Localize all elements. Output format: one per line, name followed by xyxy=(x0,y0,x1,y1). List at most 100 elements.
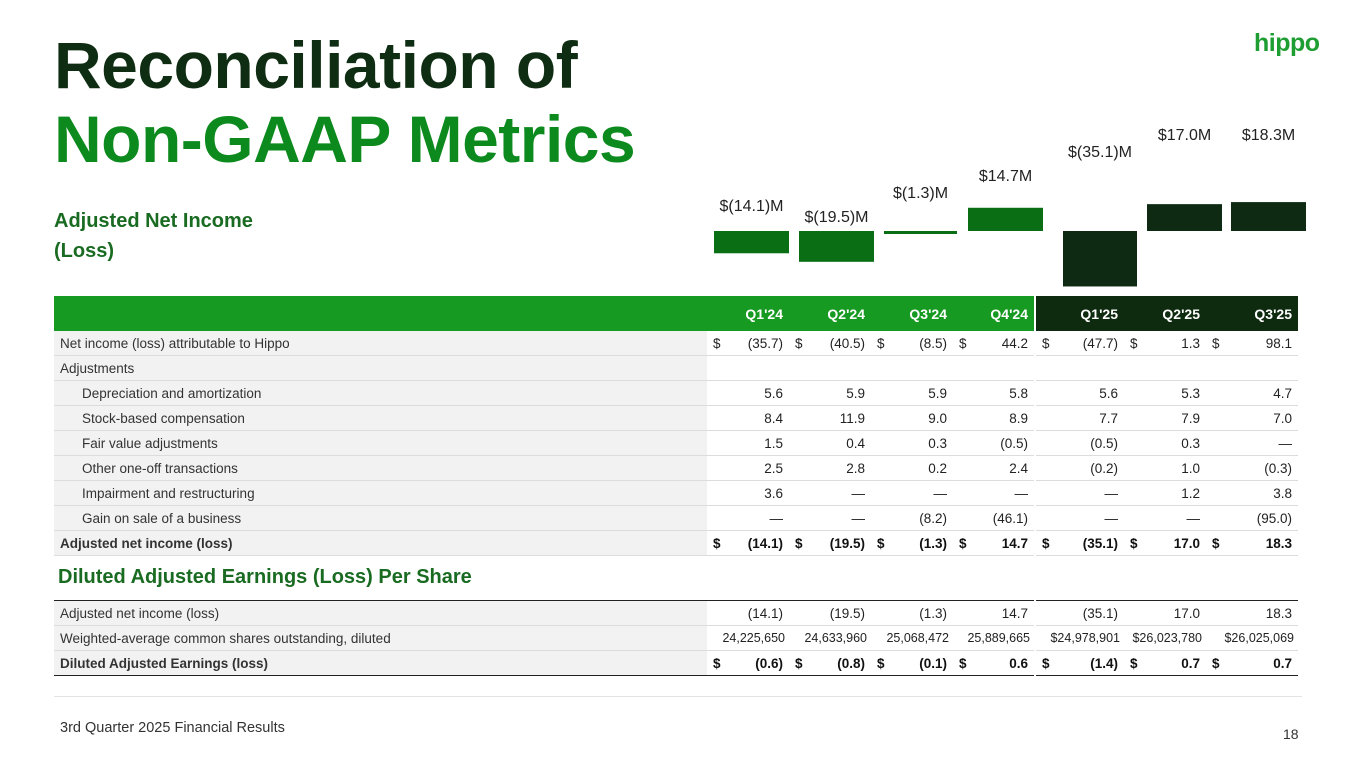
value-cell: $44.2 xyxy=(953,331,1035,356)
currency-symbol: $ xyxy=(1042,655,1050,671)
value-cell: $ (35.7) xyxy=(707,331,789,356)
row-label: Net income (loss) attributable to Hippo xyxy=(54,331,707,356)
currency-symbol: $ xyxy=(959,335,967,351)
value-cell xyxy=(1034,355,1124,381)
currency-symbol: $ xyxy=(1042,335,1050,351)
value-cell xyxy=(1206,355,1298,381)
value-cell: 14.7 xyxy=(953,600,1035,626)
value-text: (35.1) xyxy=(1082,535,1118,551)
value-cell: 25,889,665 xyxy=(953,625,1035,651)
value-cell: $ (19.5) xyxy=(789,530,871,556)
value-cell: (0.2) xyxy=(1034,455,1124,481)
value-cell: 2.8 xyxy=(789,455,871,481)
currency-symbol: $ xyxy=(877,655,885,671)
value-text: (0.1) xyxy=(919,655,947,671)
value-cell: (95.0) xyxy=(1206,505,1298,531)
currency-symbol: $ xyxy=(795,655,803,671)
value-cell: — xyxy=(871,480,953,506)
table-row: Adjustments xyxy=(54,355,1298,381)
page-number: 18 xyxy=(1283,726,1299,742)
value-cell: $ (47.7) xyxy=(1034,331,1124,356)
currency-symbol: $ xyxy=(877,535,885,551)
currency-symbol: $ xyxy=(1130,655,1138,671)
row-label: Diluted Adjusted Earnings (loss) xyxy=(54,650,707,676)
value-cell: (8.2) xyxy=(871,505,953,531)
value-cell xyxy=(871,355,953,381)
page-title-line2: Non-GAAP Metrics xyxy=(54,102,636,176)
hippo-logo: hippo xyxy=(1254,29,1320,57)
value-cell: 11.9 xyxy=(789,405,871,431)
currency-symbol: $ xyxy=(959,655,967,671)
value-cell: — xyxy=(789,480,871,506)
adjusted-net-income-bar-chart: $(14.1)M $(19.5)M $(1.3)M $14.7M $(35.1)M $17… xyxy=(714,127,1306,287)
value-cell: $0.7 xyxy=(1124,650,1206,676)
value-cell xyxy=(1124,355,1206,381)
row-label: Weighted-average common shares outstandi… xyxy=(54,625,707,651)
footer-text: 3rd Quarter 2025 Financial Results xyxy=(60,720,285,736)
value-cell: — xyxy=(707,505,789,531)
currency-symbol: $ xyxy=(713,335,721,351)
value-cell: — xyxy=(953,480,1035,506)
value-text: 98.1 xyxy=(1265,335,1292,351)
currency-symbol: $ xyxy=(1212,335,1220,351)
value-cell: 0.2 xyxy=(871,455,953,481)
value-cell xyxy=(789,355,871,381)
value-cell: (19.5) xyxy=(789,600,871,626)
currency-symbol: $ xyxy=(795,335,803,351)
row-label: Gain on sale of a business xyxy=(54,505,707,531)
value-cell xyxy=(953,355,1035,381)
value-text: 1.3 xyxy=(1181,335,1200,351)
table-row: Adjusted net income (loss) $ (14.1) $ (19.5)… xyxy=(54,530,1298,556)
value-cell: 8.4 xyxy=(707,405,789,431)
value-cell: 5.8 xyxy=(953,380,1035,406)
value-cell: 2.4 xyxy=(953,455,1035,481)
value-cell: $ (0.1) xyxy=(871,650,953,676)
table-row: Diluted Adjusted Earnings (loss) $ (0.6) $ (… xyxy=(54,650,1298,676)
value-text: (1.3) xyxy=(919,535,947,551)
value-cell: — xyxy=(1206,430,1298,456)
bar-label: $(19.5)M xyxy=(804,209,868,226)
row-label: Adjustments xyxy=(54,355,707,381)
bar-q1-25 xyxy=(1063,231,1137,287)
bar-label: $14.7M xyxy=(979,168,1032,185)
footer-divider xyxy=(54,696,1302,697)
value-text: (19.5) xyxy=(829,535,865,551)
value-cell: (14.1) xyxy=(707,600,789,626)
value-cell: $0.7 xyxy=(1206,650,1298,676)
value-text: (40.5) xyxy=(829,335,865,351)
value-cell: 3.6 xyxy=(707,480,789,506)
bar-label: $17.0M xyxy=(1158,127,1211,144)
table-row: Fair value adjustments 1.5 0.4 0.3 (0.5) (0.5… xyxy=(54,430,1298,456)
value-cell: $ (40.5) xyxy=(789,331,871,356)
table-row: Net income (loss) attributable to Hippo $… xyxy=(54,331,1298,356)
value-text: (47.7) xyxy=(1082,335,1118,351)
value-cell: 7.7 xyxy=(1034,405,1124,431)
page-title-line1: Reconciliation of xyxy=(54,28,578,102)
bar-q4-24 xyxy=(968,207,1043,231)
value-cell: 1.0 xyxy=(1124,455,1206,481)
value-cell: 5.6 xyxy=(1034,380,1124,406)
bar-q2-25 xyxy=(1147,204,1222,231)
value-cell: 0.3 xyxy=(871,430,953,456)
value-cell: 17.0 xyxy=(1124,600,1206,626)
currency-symbol: $ xyxy=(1130,335,1138,351)
header-q1-24: Q1'24 xyxy=(707,296,789,331)
currency-symbol: $ xyxy=(877,335,885,351)
value-text: (1.4) xyxy=(1090,655,1118,671)
value-cell xyxy=(707,355,789,381)
header-label-cell xyxy=(54,296,707,331)
value-cell: (0.3) xyxy=(1206,455,1298,481)
value-cell: 7.9 xyxy=(1124,405,1206,431)
value-text: 44.2 xyxy=(1001,335,1028,351)
bar-q1-24 xyxy=(714,231,789,254)
value-cell: (46.1) xyxy=(953,505,1035,531)
value-cell: $ (1.3) xyxy=(871,530,953,556)
value-cell: 5.9 xyxy=(871,380,953,406)
value-cell: 4.7 xyxy=(1206,380,1298,406)
value-text: (14.1) xyxy=(747,535,783,551)
value-cell: $ (8.5) xyxy=(871,331,953,356)
value-cell: 0.3 xyxy=(1124,430,1206,456)
value-cell: 7.0 xyxy=(1206,405,1298,431)
value-cell: — xyxy=(1034,505,1124,531)
section1-title: Adjusted Net Income (Loss) xyxy=(54,210,253,262)
